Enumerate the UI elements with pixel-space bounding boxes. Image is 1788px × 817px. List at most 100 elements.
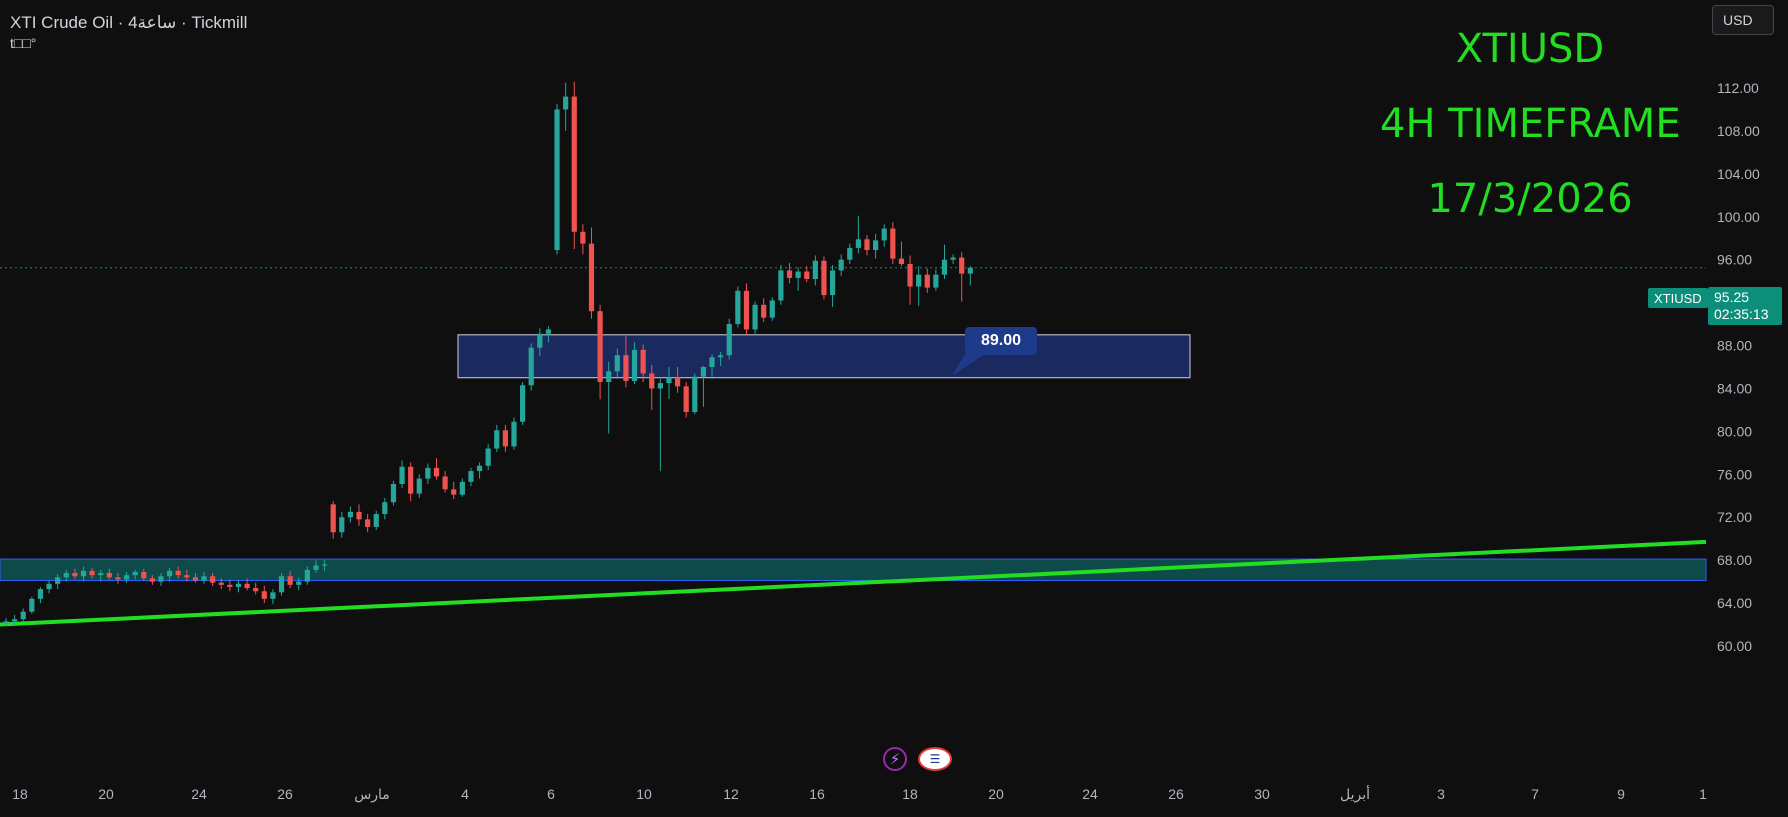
x-tick-label: مارس (354, 786, 390, 803)
candle-body (98, 573, 104, 576)
current-price-value: 95.25 (1714, 289, 1750, 305)
y-tick-label: 60.00 (1717, 638, 1752, 654)
candle-body (916, 274, 922, 287)
candle-body (55, 577, 61, 584)
zones-layer (0, 267, 1707, 582)
x-tick-label: 26 (277, 786, 293, 802)
candle-body (640, 349, 646, 374)
candle-body (873, 240, 879, 251)
candle-body (408, 466, 414, 494)
candle-body (683, 386, 689, 413)
candle-body (890, 228, 896, 259)
x-tick-label: 12 (723, 786, 739, 802)
candle-body (132, 571, 138, 576)
demand-zone-rect (457, 334, 1191, 379)
candle-body (390, 483, 397, 503)
candle-body (253, 588, 259, 592)
x-tick-label: 30 (1254, 786, 1270, 802)
candle-body (399, 466, 405, 484)
candle-body (304, 569, 310, 582)
candle-body (141, 571, 147, 579)
candle-body (571, 96, 577, 232)
candle-body (855, 239, 861, 248)
level-callout[interactable]: 89.00 (965, 327, 1037, 355)
candle-body (666, 377, 672, 384)
candle-body (210, 576, 216, 583)
candle-body (37, 589, 44, 599)
symbol-title[interactable]: XTI Crude Oil · 4ساعة · Tickmill (10, 13, 248, 32)
candle-body (347, 511, 353, 518)
currency-button[interactable]: USD (1712, 5, 1774, 35)
x-tick-label: 18 (12, 786, 28, 802)
x-tick-label: 18 (902, 786, 918, 802)
us-flag-icon[interactable]: ☰ (918, 747, 952, 771)
y-tick-label: 108.00 (1717, 123, 1760, 139)
candle-body (184, 575, 190, 578)
candle-body (864, 239, 870, 251)
candle-body (476, 465, 483, 472)
candle-body (313, 565, 319, 570)
candle-body (175, 570, 181, 576)
trendline (0, 539, 1707, 627)
candle-body (511, 421, 517, 447)
candle-body (149, 578, 155, 582)
candle-body (967, 267, 973, 274)
candle-body (718, 355, 724, 358)
candle-body (941, 259, 948, 275)
current-price-tag: 95.25 02:35:13 (1708, 287, 1782, 325)
x-tick-label: 24 (1082, 786, 1098, 802)
candle-body (735, 290, 741, 325)
candle-body (907, 263, 913, 287)
candle-body (278, 576, 285, 593)
symbol-subtitle: t□□° (10, 35, 37, 51)
candle-body (554, 109, 560, 251)
candle-body (563, 96, 569, 110)
candle-body (959, 257, 965, 274)
y-tick-label: 104.00 (1717, 166, 1760, 182)
candle-body (3, 621, 9, 624)
candle-body (442, 476, 448, 490)
candle-body (821, 260, 827, 296)
candle-body (80, 570, 87, 577)
candle-body (657, 383, 663, 389)
candle-body (631, 349, 638, 381)
x-tick-label: 24 (191, 786, 207, 802)
candle-body (227, 584, 233, 587)
candle-body (726, 324, 732, 356)
candle-body (451, 489, 457, 495)
x-tick-label: 7 (1531, 786, 1539, 802)
x-tick-label: 10 (636, 786, 652, 802)
candle-body (786, 270, 793, 278)
candle-body (597, 311, 603, 383)
candle-body (287, 576, 293, 585)
candle-body (537, 333, 543, 348)
candle-body (804, 271, 810, 280)
candle-body (812, 260, 818, 280)
candle-body (166, 570, 173, 577)
candle-body (235, 583, 242, 587)
y-tick-label: 68.00 (1717, 552, 1752, 568)
candle-body (89, 570, 95, 576)
candle-body (218, 582, 224, 585)
callout-pointer (952, 354, 985, 376)
overlay-symbol: XTIUSD (1455, 26, 1605, 72)
x-tick-label: 26 (1168, 786, 1184, 802)
y-tick-label: 80.00 (1717, 423, 1752, 439)
candle-body (46, 583, 52, 590)
x-tick-label: 3 (1437, 786, 1445, 802)
candle-body (192, 577, 199, 581)
lightning-icon[interactable]: ⚡ (883, 747, 907, 771)
overlay-timeframe: 4H TIMEFRAME (1380, 101, 1681, 147)
candle-body (881, 228, 887, 241)
candle-body (261, 591, 267, 599)
x-tick-label: 20 (988, 786, 1004, 802)
candle-body (933, 274, 939, 288)
y-tick-label: 100.00 (1717, 209, 1760, 225)
x-tick-label: 6 (547, 786, 555, 802)
candle-body (485, 448, 491, 466)
candle-body (752, 304, 758, 330)
x-tick-label: 1 (1699, 786, 1707, 802)
candle-body (63, 573, 69, 578)
